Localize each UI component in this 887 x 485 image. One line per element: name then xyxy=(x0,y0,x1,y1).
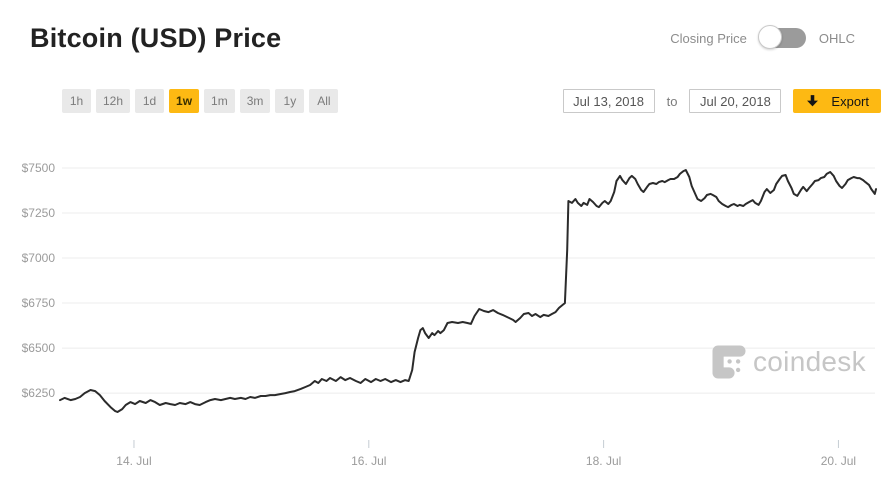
range-button-12h[interactable]: 12h xyxy=(96,89,131,113)
range-button-1m[interactable]: 1m xyxy=(204,89,235,113)
range-buttons: 1h 12h 1d 1w 1m 3m 1y All xyxy=(62,89,339,113)
y-axis-label: $6750 xyxy=(22,296,56,310)
header: Bitcoin (USD) Price Closing Price OHLC xyxy=(30,20,855,56)
price-chart-svg: $7500 $7250 $7000 $6750 $6500 $6250 14. Jul 16.… xyxy=(22,161,877,468)
range-button-all[interactable]: All xyxy=(309,89,339,113)
y-axis-label: $6500 xyxy=(22,341,56,355)
price-mode-toggle[interactable] xyxy=(757,25,806,49)
x-axis-label: 18. Jul xyxy=(586,454,621,468)
x-axis-label: 20. Jul xyxy=(821,454,856,468)
closing-price-label: Closing Price xyxy=(670,30,747,46)
range-button-1h[interactable]: 1h xyxy=(62,89,91,113)
price-line xyxy=(59,169,877,413)
x-axis-label: 16. Jul xyxy=(351,454,386,468)
y-axis-label: $7500 xyxy=(22,161,56,175)
range-button-1y[interactable]: 1y xyxy=(275,89,305,113)
y-axis-label: $7250 xyxy=(22,206,56,220)
price-mode-toggle-group: Closing Price OHLC xyxy=(670,25,855,49)
page-title: Bitcoin (USD) Price xyxy=(30,22,282,53)
range-button-1d[interactable]: 1d xyxy=(135,89,165,113)
ohlc-label: OHLC xyxy=(818,30,855,46)
download-arrow-icon xyxy=(807,94,819,106)
y-axis-label: $7000 xyxy=(22,251,56,265)
range-button-3m[interactable]: 3m xyxy=(239,89,271,113)
date-export-controls: to Export xyxy=(562,89,881,113)
x-axis-label: 14. Jul xyxy=(116,454,151,468)
range-button-1w[interactable]: 1w xyxy=(169,89,200,113)
toggle-knob-icon[interactable] xyxy=(757,25,782,49)
date-to-input[interactable] xyxy=(689,89,782,113)
chart-area: $7500 $7250 $7000 $6750 $6500 $6250 14. Jul 16.… xyxy=(0,125,887,485)
to-label: to xyxy=(666,93,678,109)
date-from-input[interactable] xyxy=(562,89,655,113)
export-button[interactable]: Export xyxy=(793,89,881,113)
export-button-label: Export xyxy=(831,93,869,109)
y-axis-label: $6250 xyxy=(22,386,56,400)
